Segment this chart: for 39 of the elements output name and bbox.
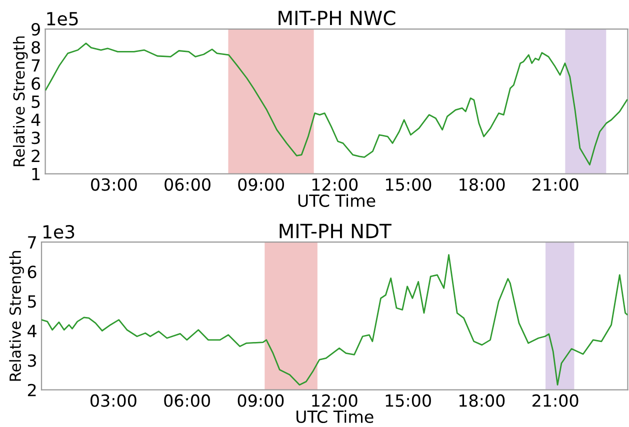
y-tick-label: 2 [28, 384, 36, 396]
x-tick-label: 06:00 [164, 394, 210, 407]
x-tick-label: 18:00 [459, 394, 505, 407]
x-tick-label: 03:00 [91, 178, 137, 191]
y-tick-label: 5 [28, 295, 36, 308]
y-tick-label: 3 [32, 132, 40, 144]
y-tick-label: 4 [28, 324, 36, 338]
y-tick-label: 7 [28, 236, 36, 248]
x-tick-label: 15:00 [386, 394, 431, 407]
chart-title: MIT-PH NDT [280, 224, 392, 238]
x-tick-label: 12:00 [312, 178, 358, 191]
x-tick-label: 06:00 [164, 178, 210, 191]
y-tick-label: 4 [31, 114, 40, 126]
x-tick-label: 03:00 [90, 394, 136, 407]
y-tick-label: 8 [32, 41, 40, 54]
y-tick-label: 1 [32, 168, 40, 180]
text: 1e5 [47, 12, 78, 26]
line-series [45, 42, 628, 166]
x-tick-label: 21:00 [532, 394, 578, 407]
y-tick-label: 5 [32, 96, 40, 108]
x-tick-label: 09:00 [238, 178, 284, 191]
y-tick-label: 7 [32, 59, 40, 72]
x-axis-title: UTC Time [296, 410, 374, 424]
y-tick-label: 2 [32, 150, 40, 162]
chart-title: MIT-PH NWC [278, 10, 396, 26]
y-tick-label: 6 [32, 77, 40, 90]
x-tick-label: 21:00 [532, 178, 578, 191]
y-axis-title: Relative Strength [9, 251, 24, 381]
x-tick-label: 18:00 [460, 178, 505, 191]
y-tick-label: 9 [32, 23, 40, 36]
line-series [42, 254, 628, 386]
y-axis-title: Relative Strength [12, 36, 28, 166]
y-tick-label: 3 [28, 354, 36, 367]
x-tick-label: 12:00 [312, 394, 358, 407]
text: 1e3 [43, 224, 74, 239]
x-tick-label: 15:00 [386, 178, 432, 191]
y-tick-label: 6 [28, 266, 36, 278]
x-tick-label: 09:00 [238, 394, 284, 407]
x-axis-title: UTC Time [298, 194, 376, 207]
